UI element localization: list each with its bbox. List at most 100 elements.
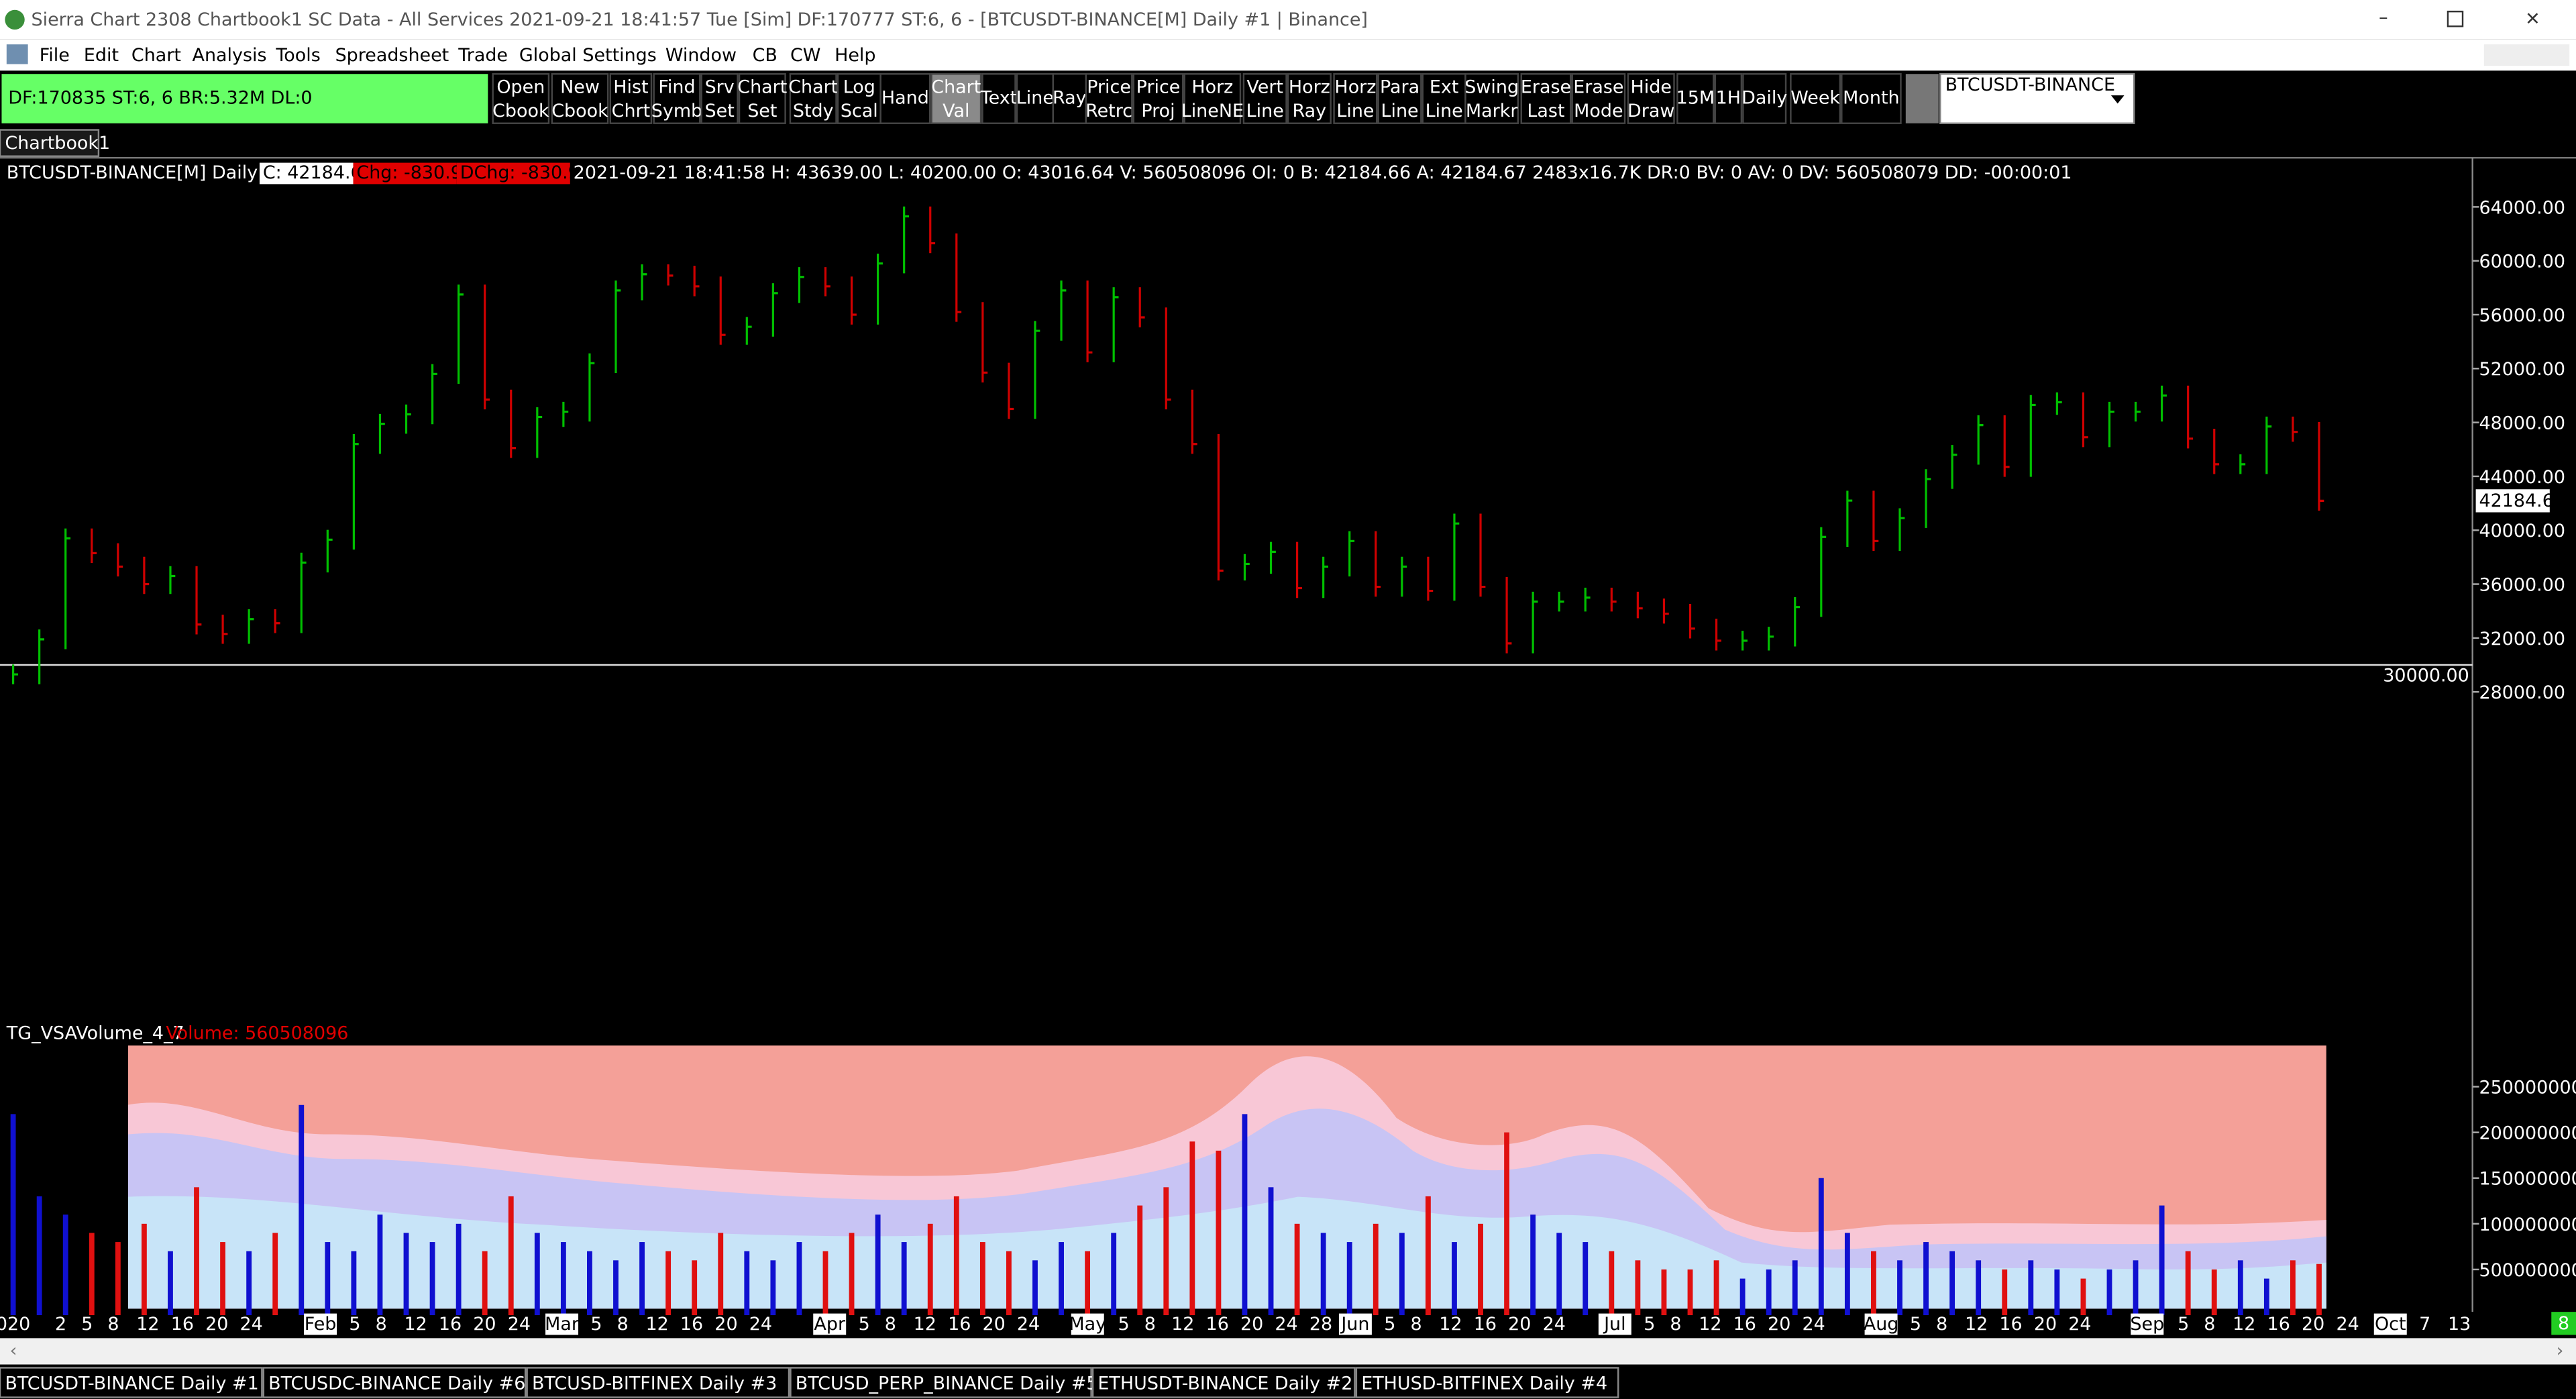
toolbar-button[interactable] xyxy=(1790,73,1841,124)
price-bar xyxy=(1951,445,1957,489)
volume-bar xyxy=(718,1233,724,1316)
tool-icon[interactable] xyxy=(1905,74,1939,123)
x-tick-label: 2 xyxy=(55,1314,66,1335)
toolbar-button[interactable] xyxy=(1333,73,1378,124)
menu-item[interactable]: Analysis xyxy=(193,45,267,66)
dchange-label: DChg: -830.96 xyxy=(460,162,591,183)
volume-bar xyxy=(613,1260,619,1316)
x-tick-label: 5 xyxy=(1118,1314,1130,1335)
price-bar xyxy=(143,556,150,594)
restore-button[interactable] xyxy=(2447,10,2464,28)
menu-item[interactable]: Global Settings xyxy=(519,45,657,66)
menu-item[interactable]: Window xyxy=(665,45,737,66)
toolbar-button[interactable] xyxy=(609,73,653,124)
menu-item[interactable]: Trade xyxy=(458,45,508,66)
toolbar-button[interactable] xyxy=(1676,73,1715,124)
toolbar-button[interactable] xyxy=(738,73,786,124)
toolbar-button[interactable] xyxy=(1085,73,1133,124)
x-tick-label: 16 xyxy=(171,1314,194,1335)
toolbar-button[interactable] xyxy=(1421,73,1466,124)
volume-bar xyxy=(2133,1260,2139,1316)
toolbar-button[interactable] xyxy=(789,73,837,124)
chart-tab[interactable] xyxy=(262,1367,527,1398)
toolbar-button[interactable] xyxy=(1464,73,1519,124)
volume-bar xyxy=(115,1242,121,1316)
symbol-box[interactable] xyxy=(1939,73,2135,124)
x-tick-label: 8 xyxy=(376,1314,387,1335)
toolbar-button[interactable] xyxy=(1714,73,1743,124)
toolbar-button[interactable] xyxy=(981,73,1016,124)
volume-bar xyxy=(1844,1233,1850,1316)
close-button[interactable]: ✕ xyxy=(2525,9,2540,30)
chart-tab[interactable] xyxy=(1355,1367,1619,1398)
scroll-right[interactable]: › xyxy=(2557,1340,2564,1361)
study-name: TG_VSAVolume_4_7 xyxy=(6,1023,184,1044)
y-tick-label: 60000.00 xyxy=(2479,252,2566,272)
toolbar-button[interactable] xyxy=(492,73,550,124)
y-tick-label: 56000.00 xyxy=(2479,305,2566,326)
x-tick-label: 16 xyxy=(1733,1314,1756,1335)
volume-bar xyxy=(560,1242,566,1316)
menu-item[interactable]: CW xyxy=(790,45,820,66)
toolbar-button[interactable] xyxy=(1132,73,1184,124)
menu-item[interactable]: Spreadsheet xyxy=(335,45,449,66)
volume-bar xyxy=(2028,1260,2034,1316)
volume-bar xyxy=(927,1223,933,1316)
toolbar-button[interactable] xyxy=(1841,73,1902,124)
toolbar-button[interactable] xyxy=(1742,73,1787,124)
volume-bar xyxy=(2106,1269,2112,1316)
chart-tab[interactable] xyxy=(0,1367,263,1398)
price-bar xyxy=(1820,527,1827,617)
toolbar-button[interactable] xyxy=(1183,73,1242,124)
reference-line-label: 30000.00 xyxy=(2383,666,2469,686)
x-tick-label: 24 xyxy=(749,1314,772,1335)
x-tick-label: 24 xyxy=(2336,1314,2359,1335)
toolbar-button-label: Horz xyxy=(1334,77,1376,98)
study-value: Volume: 560508096 xyxy=(166,1023,348,1044)
toolbar-button[interactable] xyxy=(1627,73,1675,124)
toolbar-button[interactable] xyxy=(551,73,609,124)
toolbar-button-label: Retrc xyxy=(1085,101,1132,121)
volume-bar xyxy=(587,1251,592,1316)
menu-item[interactable]: Tools xyxy=(275,45,320,66)
toolbar-button[interactable] xyxy=(930,73,982,124)
chartbook-tab[interactable] xyxy=(0,129,100,157)
menu-item[interactable]: Chart xyxy=(131,45,181,66)
y-tick-label: 32000.00 xyxy=(2479,629,2566,650)
chart-tab[interactable] xyxy=(790,1367,1092,1398)
menu-item[interactable]: File xyxy=(40,45,70,66)
chart-tabs: BTCUSDT-BINANCE Daily #1 BTCUSDC-BINANCE … xyxy=(0,1367,1619,1398)
dropdown-arrow[interactable] xyxy=(2110,95,2125,104)
toolbar-button[interactable] xyxy=(1287,73,1332,124)
price-bar xyxy=(536,407,543,458)
chart-tab[interactable] xyxy=(1091,1367,1356,1398)
minimize-button[interactable]: – xyxy=(2379,7,2387,28)
change-label: Chg: -830.96 xyxy=(356,162,474,183)
toolbar-button-label: Vert xyxy=(1246,77,1283,98)
menu-item[interactable]: Edit xyxy=(84,45,119,66)
toolbar-button[interactable] xyxy=(700,73,739,124)
x-tick-label: 7 xyxy=(2419,1314,2430,1335)
price-bar xyxy=(1715,619,1721,651)
menu-item[interactable]: CB xyxy=(753,45,777,66)
toolbar-button[interactable] xyxy=(1052,73,1087,124)
toolbar-button[interactable] xyxy=(1242,73,1287,124)
y-tick-label: 2000000000 xyxy=(2479,1123,2576,1144)
toolbar-button[interactable] xyxy=(1377,73,1422,124)
toolbar-button-label: Markr xyxy=(1466,101,1518,121)
toolbar-button[interactable] xyxy=(837,73,881,124)
chart-tab[interactable] xyxy=(526,1367,790,1398)
x-tick-label: 5 xyxy=(349,1314,360,1335)
menu-item[interactable]: Help xyxy=(835,45,875,66)
scroll-left[interactable]: ‹ xyxy=(10,1340,17,1361)
scrollbar[interactable] xyxy=(0,1338,2576,1365)
toolbar-button[interactable] xyxy=(1571,73,1626,124)
x-axis: 02025812162024Feb5812162024Mar5812162024… xyxy=(0,1313,2471,1335)
price-bar xyxy=(221,615,228,644)
month-label-bg xyxy=(813,1313,847,1335)
price-bar xyxy=(12,664,18,684)
toolbar-button[interactable] xyxy=(879,73,931,124)
toolbar-button[interactable] xyxy=(1520,73,1572,124)
toolbar-button[interactable] xyxy=(653,73,701,124)
